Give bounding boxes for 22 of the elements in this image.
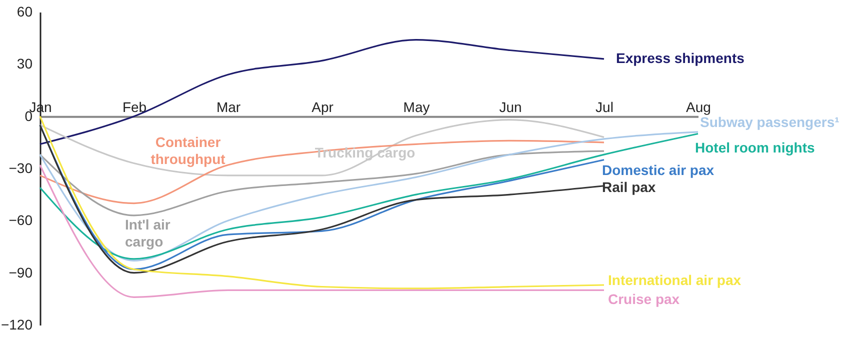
y-tick-label: −60 <box>8 212 33 228</box>
x-tick-label: Aug <box>686 98 711 115</box>
x-tick-label: Mar <box>216 98 241 115</box>
x-tick-label: Feb <box>122 98 147 115</box>
series-label: Int'l air cargo <box>125 216 171 250</box>
series-label: Cruise pax <box>608 291 680 308</box>
x-tick-label: May <box>403 98 430 115</box>
y-tick-label: 30 <box>16 56 33 72</box>
series-label: International air pax <box>608 272 742 288</box>
x-tick-label: Apr <box>312 98 334 115</box>
series-label: Subway passengers¹ <box>700 114 840 130</box>
series-label: Rail pax <box>602 178 656 195</box>
x-tick-label: Jul <box>596 98 614 115</box>
series-label: Container throughput <box>150 134 226 168</box>
x-tick-label: Jun <box>499 98 522 115</box>
y-tick-label: −90 <box>8 264 33 280</box>
y-tick-label: −120 <box>0 316 33 332</box>
y-tick-label: 60 <box>16 4 33 20</box>
series-label: Hotel room nights <box>695 140 815 156</box>
series-label: Express shipments <box>616 50 745 66</box>
series-label: Domestic air pax <box>602 162 714 178</box>
y-tick-label: −30 <box>8 160 33 176</box>
